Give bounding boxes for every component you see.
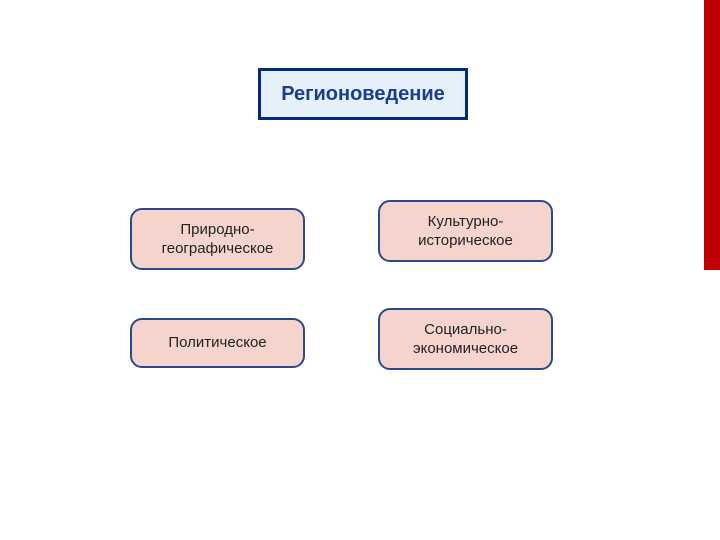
title-box: Регионоведение bbox=[258, 68, 468, 120]
category-box-3: Социально- экономическое bbox=[378, 308, 553, 370]
accent-stripe bbox=[704, 0, 720, 270]
category-label: Политическое bbox=[168, 333, 266, 353]
category-label: Социально- экономическое bbox=[413, 320, 518, 359]
category-box-1: Культурно- историческое bbox=[378, 200, 553, 262]
category-box-0: Природно- географическое bbox=[130, 208, 305, 270]
category-box-2: Политическое bbox=[130, 318, 305, 368]
category-label: Природно- географическое bbox=[162, 220, 274, 259]
title-text: Регионоведение bbox=[281, 83, 445, 106]
category-label: Культурно- историческое bbox=[418, 212, 513, 251]
